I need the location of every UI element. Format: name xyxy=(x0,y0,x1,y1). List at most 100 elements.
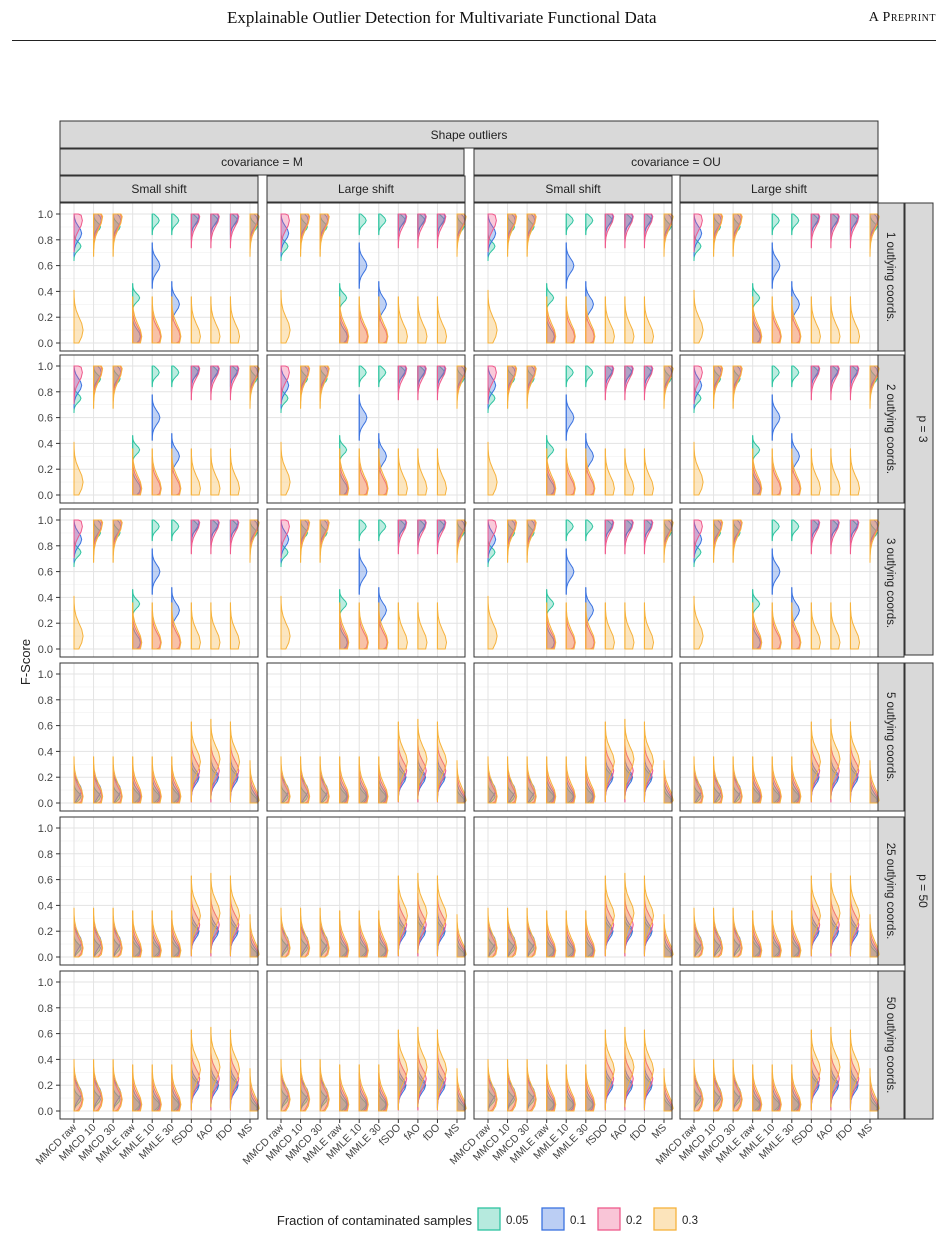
legend-swatch-0.1 xyxy=(541,1207,565,1231)
panel-border xyxy=(679,662,879,812)
panel-background xyxy=(60,203,258,351)
legend-label: 0.1 xyxy=(570,1215,586,1227)
panel-border xyxy=(266,354,466,504)
panel-background xyxy=(267,355,465,503)
x-tick-label: fAO xyxy=(195,1122,216,1143)
legend-label: 0.3 xyxy=(682,1215,698,1227)
strip-shift-label: Large shift xyxy=(338,182,395,196)
strip-row-label: 50 outlying coords. xyxy=(884,997,896,1094)
legend-swatch-0.2 xyxy=(597,1207,621,1231)
strip-row-label: 5 outlying coords. xyxy=(884,692,896,782)
y-tick-label: 0.6 xyxy=(38,567,53,579)
strip-row-label: 2 outlying coords. xyxy=(884,384,896,474)
y-tick-label: 0.8 xyxy=(38,541,53,553)
y-tick-label: 0.6 xyxy=(38,1029,53,1041)
legend-title: Fraction of contaminated samples xyxy=(277,1213,473,1228)
strip-row-label: 3 outlying coords. xyxy=(884,538,896,628)
strip-shift xyxy=(679,175,879,203)
panel-background xyxy=(267,817,465,965)
preprint-label: A Preprint xyxy=(868,10,936,25)
strip-p xyxy=(904,662,934,1120)
panel-border xyxy=(679,816,879,966)
panel-border xyxy=(473,816,673,966)
panel-background xyxy=(474,817,672,965)
panel-border xyxy=(679,354,879,504)
y-tick-label: 0.2 xyxy=(38,312,53,324)
strip-shift xyxy=(59,175,259,203)
panel-border xyxy=(59,662,259,812)
x-tick-label: fDO xyxy=(421,1122,443,1144)
y-tick-label: 0.2 xyxy=(38,926,53,938)
panel-border xyxy=(59,816,259,966)
y-tick-label: 0.0 xyxy=(38,338,53,350)
panel-background xyxy=(680,817,878,965)
strip-row xyxy=(877,662,905,812)
panel-border xyxy=(59,354,259,504)
strip-row xyxy=(877,354,905,504)
panel-background xyxy=(680,971,878,1119)
panel-background xyxy=(60,663,258,811)
x-tick-label: fSDO xyxy=(170,1122,197,1149)
panel-border xyxy=(679,970,879,1120)
y-tick-label: 0.0 xyxy=(38,644,53,656)
y-tick-label: 1.0 xyxy=(38,823,53,835)
y-tick-label: 0.6 xyxy=(38,721,53,733)
panel-background xyxy=(680,203,878,351)
x-tick-label: fAO xyxy=(815,1122,836,1143)
strip-p-label: p = 50 xyxy=(916,874,930,908)
panel-background xyxy=(60,817,258,965)
y-tick-label: 0.0 xyxy=(38,1106,53,1118)
strip-row-label: 25 outlying coords. xyxy=(884,843,896,940)
strip-shift-label: Small shift xyxy=(545,182,601,196)
panel-background xyxy=(474,971,672,1119)
y-tick-label: 1.0 xyxy=(38,515,53,527)
y-tick-label: 1.0 xyxy=(38,361,53,373)
panel-background xyxy=(474,663,672,811)
panel-border xyxy=(266,662,466,812)
x-tick-label: fSDO xyxy=(584,1122,611,1149)
y-tick-label: 0.4 xyxy=(38,438,53,450)
panel-background xyxy=(60,509,258,657)
y-tick-label: 0.0 xyxy=(38,798,53,810)
strip-shift-label: Large shift xyxy=(751,182,808,196)
y-tick-label: 0.0 xyxy=(38,490,53,502)
panel-background xyxy=(474,203,672,351)
panel-border xyxy=(59,202,259,352)
y-tick-label: 0.4 xyxy=(38,900,53,912)
legend-label: 0.2 xyxy=(626,1215,642,1227)
y-tick-label: 0.6 xyxy=(38,261,53,273)
panel-border xyxy=(473,354,673,504)
page-header: Explainable Outlier Detection for Multiv… xyxy=(0,0,948,46)
panel-background xyxy=(267,971,465,1119)
panel-background xyxy=(680,663,878,811)
x-tick-label: MS xyxy=(442,1122,462,1142)
panel-border xyxy=(266,816,466,966)
strip-covariance xyxy=(473,148,879,176)
strip-covariance xyxy=(59,148,465,176)
x-tick-label: fSDO xyxy=(377,1122,404,1149)
header-rule xyxy=(12,40,936,41)
panel-border xyxy=(679,508,879,658)
y-tick-label: 0.2 xyxy=(38,1080,53,1092)
strip-row xyxy=(877,970,905,1120)
strip-shift-label: Small shift xyxy=(131,182,187,196)
y-tick-label: 0.6 xyxy=(38,413,53,425)
strip-shift xyxy=(266,175,466,203)
y-tick-label: 1.0 xyxy=(38,669,53,681)
y-tick-label: 0.2 xyxy=(38,772,53,784)
x-tick-label: MS xyxy=(649,1122,669,1142)
panel-background xyxy=(60,355,258,503)
paper-title: Explainable Outlier Detection for Multiv… xyxy=(227,8,657,27)
strip-p xyxy=(904,202,934,656)
x-tick-label: fDO xyxy=(214,1122,236,1144)
legend-swatch-0.3 xyxy=(653,1207,677,1231)
panel-background xyxy=(267,509,465,657)
strip-covariance-label: covariance = OU xyxy=(631,155,721,169)
panel-border xyxy=(679,202,879,352)
strip-top-label: Shape outliers xyxy=(431,128,508,142)
y-axis-title: F-Score xyxy=(18,639,33,685)
x-tick-label: MS xyxy=(235,1122,255,1142)
panel-border xyxy=(59,970,259,1120)
y-tick-label: 0.4 xyxy=(38,592,53,604)
